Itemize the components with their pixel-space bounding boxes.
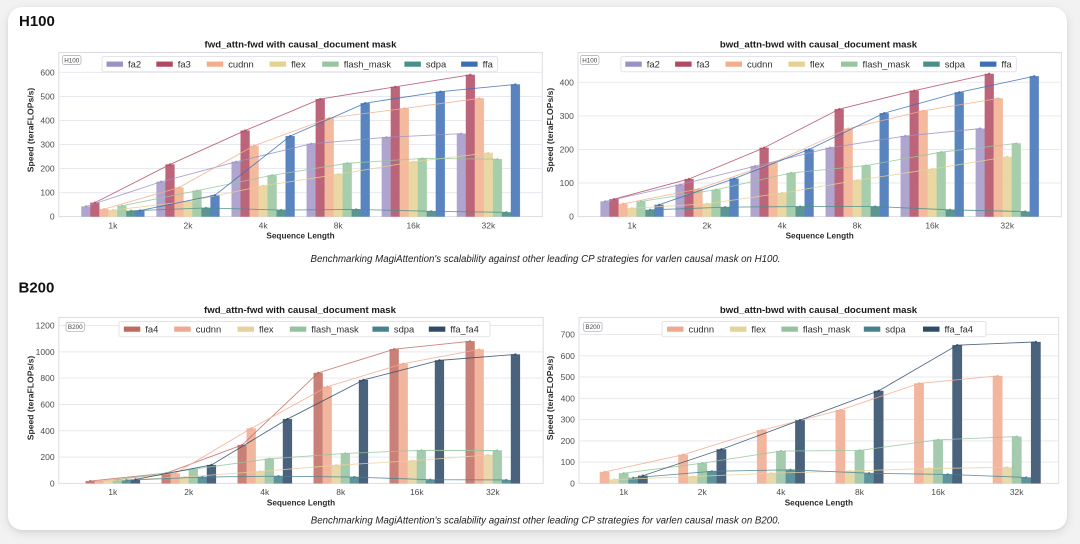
svg-text:bwd_attn-bwd with causal_docum: bwd_attn-bwd with causal_document mask xyxy=(720,305,918,316)
svg-text:8k: 8k xyxy=(336,487,346,497)
svg-text:1k: 1k xyxy=(108,487,118,497)
svg-text:100: 100 xyxy=(560,178,574,188)
svg-text:ffa: ffa xyxy=(1001,59,1012,70)
svg-text:8k: 8k xyxy=(853,220,863,230)
svg-text:4k: 4k xyxy=(259,220,269,230)
svg-text:0: 0 xyxy=(50,212,55,222)
svg-text:0: 0 xyxy=(50,479,55,489)
svg-text:200: 200 xyxy=(40,452,54,462)
svg-text:fa2: fa2 xyxy=(128,59,141,70)
svg-text:fa4: fa4 xyxy=(145,324,158,335)
svg-text:32k: 32k xyxy=(1000,220,1014,230)
svg-text:200: 200 xyxy=(560,145,574,155)
svg-text:2k: 2k xyxy=(703,220,713,230)
svg-text:H100: H100 xyxy=(64,57,80,64)
svg-text:300: 300 xyxy=(560,111,574,121)
svg-text:fwd_attn-fwd with causal_docum: fwd_attn-fwd with causal_document mask xyxy=(204,305,397,316)
svg-text:fa3: fa3 xyxy=(697,59,710,70)
svg-text:Speed (teraFLOPs/s): Speed (teraFLOPs/s) xyxy=(26,88,36,173)
svg-text:4k: 4k xyxy=(260,487,270,497)
svg-text:flex: flex xyxy=(259,324,274,335)
svg-text:200: 200 xyxy=(40,164,54,174)
svg-text:800: 800 xyxy=(40,373,54,383)
svg-text:400: 400 xyxy=(40,426,54,436)
svg-text:300: 300 xyxy=(40,140,54,150)
svg-text:Benchmarking MagiAttention's s: Benchmarking MagiAttention's scalability… xyxy=(311,254,781,265)
svg-text:2k: 2k xyxy=(184,220,194,230)
svg-text:H100: H100 xyxy=(582,57,598,64)
svg-text:Sequence Length: Sequence Length xyxy=(786,232,854,241)
svg-text:ffa_fa4: ffa_fa4 xyxy=(450,324,479,335)
svg-text:16k: 16k xyxy=(931,487,945,497)
svg-text:4k: 4k xyxy=(778,220,788,230)
svg-text:4k: 4k xyxy=(776,487,786,497)
svg-text:Speed (teraFLOPs/s): Speed (teraFLOPs/s) xyxy=(26,356,36,441)
svg-text:Speed (teraFLOPs/s): Speed (teraFLOPs/s) xyxy=(545,356,555,441)
svg-text:100: 100 xyxy=(561,457,575,467)
svg-text:sdpa: sdpa xyxy=(945,59,966,70)
svg-text:600: 600 xyxy=(40,68,54,78)
svg-text:flash_mask: flash_mask xyxy=(311,324,359,335)
svg-text:1k: 1k xyxy=(628,220,638,230)
svg-text:Speed (teraFLOPs/s): Speed (teraFLOPs/s) xyxy=(545,88,555,173)
svg-text:2k: 2k xyxy=(184,487,194,497)
svg-text:Sequence Length: Sequence Length xyxy=(266,232,334,241)
svg-text:fwd_attn-fwd with causal_docum: fwd_attn-fwd with causal_document mask xyxy=(205,40,398,51)
svg-text:flash_mask: flash_mask xyxy=(344,59,392,70)
svg-text:16k: 16k xyxy=(925,220,939,230)
svg-text:flex: flex xyxy=(810,59,825,70)
svg-text:500: 500 xyxy=(40,92,54,102)
svg-text:32k: 32k xyxy=(482,220,496,230)
svg-text:B200: B200 xyxy=(19,280,55,297)
svg-text:300: 300 xyxy=(561,415,575,425)
svg-text:500: 500 xyxy=(561,372,575,382)
svg-text:fa2: fa2 xyxy=(647,59,660,70)
svg-text:flash_mask: flash_mask xyxy=(863,59,911,70)
svg-text:H100: H100 xyxy=(19,13,55,30)
svg-text:ffa_fa4: ffa_fa4 xyxy=(945,324,974,335)
svg-text:cudnn: cudnn xyxy=(196,324,222,335)
svg-text:sdpa: sdpa xyxy=(885,324,906,335)
svg-text:fa3: fa3 xyxy=(178,59,191,70)
svg-text:cudnn: cudnn xyxy=(689,324,715,335)
svg-text:2k: 2k xyxy=(698,487,708,497)
svg-text:Benchmarking MagiAttention's s: Benchmarking MagiAttention's scalability… xyxy=(311,516,780,527)
svg-text:700: 700 xyxy=(561,330,575,340)
svg-text:1k: 1k xyxy=(619,487,629,497)
svg-text:400: 400 xyxy=(560,77,574,87)
svg-text:600: 600 xyxy=(561,351,575,361)
svg-text:32k: 32k xyxy=(486,487,500,497)
svg-text:32k: 32k xyxy=(1010,487,1024,497)
svg-text:0: 0 xyxy=(569,212,574,222)
svg-text:8k: 8k xyxy=(334,220,344,230)
svg-text:flash_mask: flash_mask xyxy=(803,324,851,335)
svg-text:B200: B200 xyxy=(585,324,600,331)
svg-text:8k: 8k xyxy=(855,487,865,497)
svg-text:1200: 1200 xyxy=(36,321,55,331)
svg-text:flex: flex xyxy=(751,324,766,335)
svg-text:100: 100 xyxy=(40,188,54,198)
svg-text:200: 200 xyxy=(561,436,575,446)
svg-text:cudnn: cudnn xyxy=(747,59,773,70)
svg-text:sdpa: sdpa xyxy=(394,324,415,335)
svg-text:Sequence Length: Sequence Length xyxy=(267,498,335,507)
svg-text:1000: 1000 xyxy=(36,347,55,357)
svg-text:600: 600 xyxy=(40,400,54,410)
svg-text:B200: B200 xyxy=(68,324,83,331)
svg-text:16k: 16k xyxy=(406,220,420,230)
svg-text:16k: 16k xyxy=(410,487,424,497)
svg-text:bwd_attn-bwd with causal_docum: bwd_attn-bwd with causal_document mask xyxy=(720,40,918,51)
svg-text:1k: 1k xyxy=(108,220,118,230)
svg-text:400: 400 xyxy=(40,116,54,126)
svg-text:cudnn: cudnn xyxy=(228,59,254,70)
svg-text:0: 0 xyxy=(570,479,575,489)
svg-text:Sequence Length: Sequence Length xyxy=(785,498,853,507)
svg-text:ffa: ffa xyxy=(483,59,494,70)
svg-text:flex: flex xyxy=(291,59,306,70)
svg-text:400: 400 xyxy=(561,393,575,403)
svg-text:sdpa: sdpa xyxy=(426,59,447,70)
